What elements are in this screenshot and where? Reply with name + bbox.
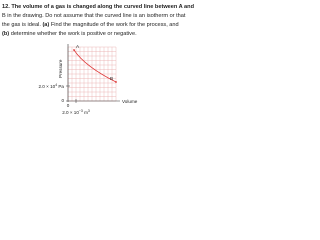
text: Find the magnitude of the work for the p… (49, 22, 178, 28)
x-origin-label: 0 (67, 103, 70, 108)
text: Pa (57, 84, 64, 89)
x-tick-label: 2.0 × 10−3 m3 (62, 109, 90, 115)
problem-line: 12. The volume of a gas is changed along… (2, 4, 195, 10)
x-axis-label: Volume (122, 99, 138, 104)
problem-text: 12. The volume of a gas is changed along… (2, 4, 195, 37)
text: B in the drawing. Do not assume that the… (2, 13, 186, 19)
point (115, 81, 117, 83)
text: 2.0 × 10 (62, 110, 79, 115)
text: 3 (88, 109, 90, 113)
text: 4 (55, 83, 57, 87)
problem-line: the gas is ideal. (a) Find the magnitude… (2, 22, 179, 28)
text: (b) (2, 31, 9, 37)
text: (a) (42, 22, 49, 28)
text: the gas is ideal. (2, 22, 42, 28)
point-label: B (110, 76, 113, 81)
y-axis-label: Pressure (58, 59, 63, 78)
point (73, 49, 75, 51)
text: determine whether the work is positive o… (9, 31, 137, 37)
y-origin-label: 0 (61, 98, 64, 103)
problem-line: B in the drawing. Do not assume that the… (2, 13, 186, 19)
grid (67, 46, 117, 102)
problem-line: (b) determine whether the work is positi… (2, 31, 137, 37)
text: m (83, 110, 88, 115)
page: 12. The volume of a gas is changed along… (2, 4, 195, 115)
text: 2.0 × 10 (38, 84, 55, 89)
y-tick-label: 2.0 × 104 Pa (38, 83, 64, 89)
point-label: A (76, 44, 80, 49)
text: 12. The volume of a gas is changed along… (2, 4, 195, 10)
curve (73, 49, 117, 83)
text: −3 (79, 109, 83, 113)
